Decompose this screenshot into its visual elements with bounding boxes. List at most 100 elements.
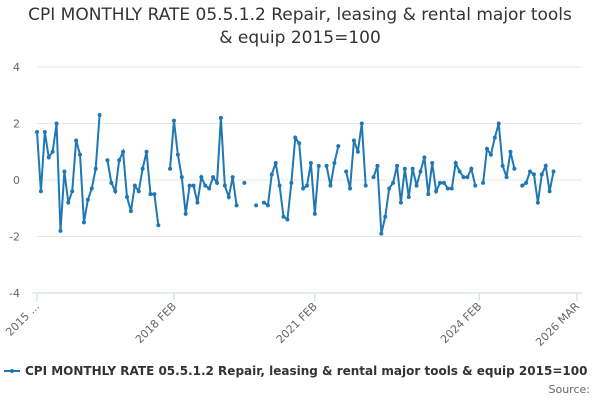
data-point [445,186,450,191]
data-point [132,183,137,188]
data-point [148,192,153,197]
data-point [293,135,298,140]
data-point [308,161,313,166]
data-point [305,183,309,188]
data-point [371,175,376,180]
data-point [539,172,544,177]
data-point [395,163,399,168]
data-point [461,175,466,180]
data-point [117,158,122,163]
data-point [410,166,415,171]
data-point [391,180,396,185]
data-point [109,180,114,185]
data-point [187,183,192,188]
y-tick-label: 2 [13,118,20,131]
data-point [66,200,71,205]
y-tick-label: -4 [9,287,20,300]
data-point [312,211,317,216]
y-tick-label: 4 [13,61,20,74]
data-point [58,228,63,233]
data-point [348,186,353,191]
data-point [379,231,384,236]
data-point [324,163,329,168]
data-point [191,183,196,188]
data-point [156,223,161,228]
data-point [230,175,235,180]
data-point [547,189,552,194]
y-tick-label: -2 [9,231,20,244]
data-point [97,113,102,118]
data-point [269,172,274,177]
data-point [35,129,39,134]
data-point [128,209,133,214]
data-point [344,169,349,174]
data-point [363,183,368,188]
data-point [85,197,90,202]
data-point [355,149,360,154]
data-point [50,149,55,154]
data-point [481,180,486,185]
data-point [383,214,388,219]
data-point [42,129,47,134]
chart-title: CPI MONTHLY RATE 05.5.1.2 Repair, leasin… [28,5,572,48]
legend-label: CPI MONTHLY RATE 05.5.1.2 Repair, leasin… [25,364,587,378]
data-point [543,163,548,168]
data-point [457,169,462,174]
data-point [449,186,454,191]
data-point [524,180,529,185]
data-point [465,175,470,180]
data-point [113,189,118,194]
data-point [199,175,204,180]
data-point [375,163,380,168]
data-point [441,180,446,185]
data-point [38,189,43,194]
data-point [438,180,443,185]
data-point [301,186,306,191]
data-point [418,169,423,174]
data-point [81,220,86,225]
data-point [46,155,51,160]
data-point [434,189,439,194]
data-point [54,121,59,126]
data-point [414,183,419,188]
data-point [473,183,478,188]
data-point [496,121,501,126]
x-tick-label: 2024 FEB [438,300,484,346]
data-point [281,214,286,219]
data-point [551,169,556,174]
data-point [93,166,98,171]
data-point [398,200,403,205]
data-point [277,183,282,188]
source-label: Source: [549,383,591,396]
data-point [125,194,129,199]
data-point [144,149,149,154]
x-tick-label: 2026 MAR [533,300,582,349]
data-point [297,141,302,146]
x-tick-label: 2015 ... [3,300,42,339]
x-tick-label: 2021 FEB [274,300,320,346]
data-point [453,161,458,166]
data-point [485,146,489,151]
data-point [351,138,356,143]
data-point [504,175,509,180]
data-point [332,161,337,166]
x-tick-label: 2018 FEB [133,300,179,346]
data-point [535,200,540,205]
data-point [140,166,145,171]
data-point [152,192,157,197]
data-point [289,180,294,185]
data-point [512,166,517,171]
data-point [285,217,290,222]
data-point [168,166,173,171]
data-point [78,152,83,157]
data-point [520,183,525,188]
data-point [328,183,333,188]
data-point [203,183,208,188]
data-point [273,161,278,166]
data-point [402,166,407,171]
data-point [105,158,110,163]
data-point [406,194,411,199]
data-point [234,203,239,208]
